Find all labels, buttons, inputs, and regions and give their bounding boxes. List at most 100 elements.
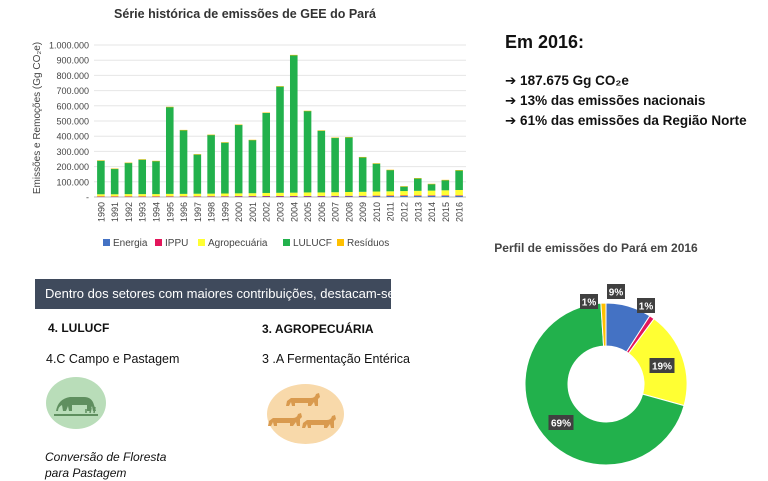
lulucf-caption-line-1: Conversão de Floresta <box>45 450 167 464</box>
bar-segment-ippu <box>386 195 395 197</box>
x-tick-label: 1992 <box>124 202 134 222</box>
donut-slice-ippu <box>625 315 655 355</box>
sector-agro-heading: 3. AGROPECUÁRIA <box>262 322 374 336</box>
bar-segment-resíduos <box>165 106 174 108</box>
bar-segment-ippu <box>317 195 326 197</box>
bar-segment-agropecuária <box>262 192 271 197</box>
bar-segment-ippu <box>455 195 463 196</box>
sectors-banner: Dentro dos setores com maiores contribui… <box>35 279 398 309</box>
bar-segment-ippu <box>345 195 353 197</box>
cattle-icon <box>267 384 344 444</box>
bar-segment-agropecuária <box>97 194 105 197</box>
highlight-national-share: ➔ 13% das emissões nacionais <box>505 93 706 108</box>
bar-segment-agropecuária <box>441 190 450 196</box>
sector-lulucf-subheading: 4.C Campo e Pastagem <box>46 352 180 366</box>
bar-segment-ippu <box>248 196 257 197</box>
y-tick-label: 900.000 <box>56 56 89 66</box>
bar-segment-resíduos <box>455 170 463 171</box>
bar-segment-agropecuária <box>138 194 147 197</box>
bar-segment-lulucf <box>372 163 381 192</box>
bar-segment-energia <box>248 196 257 197</box>
x-tick-label: 2009 <box>358 202 368 222</box>
donut-slice-agropecuária <box>627 318 688 407</box>
bar-segment-resíduos <box>207 134 215 136</box>
donut-label-energia: 9% <box>609 288 624 299</box>
y-tick-label: 400.000 <box>56 132 89 142</box>
bar-segment-energia <box>345 196 353 197</box>
bar-segment-lulucf <box>138 159 147 195</box>
y-tick-label: 300.000 <box>56 147 89 157</box>
bar-segment-resíduos <box>179 129 188 131</box>
x-tick-label: 2002 <box>262 202 272 222</box>
bar-segment-agropecuária <box>289 192 298 197</box>
donut-slice-energia <box>605 302 651 353</box>
bar-segment-lulucf <box>386 170 395 192</box>
highlights-panel: Em 2016: ➔ 187.675 Gg CO₂e ➔ 13% das emi… <box>505 32 747 131</box>
bar-segment-resíduos <box>427 183 436 185</box>
bar-segment-ippu <box>97 196 105 197</box>
bar-segment-agropecuária <box>152 194 160 197</box>
lulucf-caption: Conversão de Floresta para Pastagem <box>45 449 166 481</box>
bar-segment-agropecuária <box>248 193 257 197</box>
bar-segment-energia <box>262 196 271 197</box>
bar-segment-energia <box>234 196 243 197</box>
lulucf-caption-line-2: para Pastagem <box>45 466 127 480</box>
bar-segment-resíduos <box>386 169 395 171</box>
donut-label-ippu: 1% <box>639 302 654 313</box>
bar-segment-energia <box>441 195 450 197</box>
x-tick-label: 1999 <box>220 202 230 222</box>
highlights-title: Em 2016: <box>505 32 585 52</box>
bar-segment-ippu <box>427 195 436 196</box>
bar-segment-lulucf <box>317 130 326 193</box>
bar-segment-agropecuária <box>386 191 395 196</box>
x-tick-label: 2016 <box>455 202 465 222</box>
bar-segment-agropecuária <box>317 192 326 196</box>
bar-segment-energia <box>289 196 298 197</box>
bar-segment-lulucf <box>331 137 339 193</box>
chart-title: Série histórica de emissões de GEE do Pa… <box>114 7 376 21</box>
bar-segment-lulucf <box>413 178 422 191</box>
bar-segment-resíduos <box>152 160 160 162</box>
bar-segment-ippu <box>179 196 188 197</box>
legend-swatch-resíduos <box>337 239 344 246</box>
bar-segment-lulucf <box>303 110 312 193</box>
bar-segment-ippu <box>303 195 312 197</box>
bar-segment-lulucf <box>207 134 215 194</box>
bar-segment-lulucf <box>455 170 463 191</box>
bar-segment-lulucf <box>248 140 257 194</box>
bar-segment-lulucf <box>193 154 202 194</box>
bar-segment-energia <box>427 195 436 197</box>
bar-segment-lulucf <box>97 160 105 195</box>
x-tick-label: 1990 <box>96 202 106 222</box>
bar-segment-agropecuária <box>455 190 463 196</box>
bar-segment-agropecuária <box>372 191 381 196</box>
bar-segment-ippu <box>207 196 215 197</box>
bar-segment-resíduos <box>289 54 298 56</box>
bar-segment-resíduos <box>441 179 450 181</box>
donut-label-resíduos: 1% <box>582 298 597 309</box>
legend-swatch-energia <box>103 239 110 246</box>
bar-segment-ippu <box>400 195 408 196</box>
bar-segment-ippu <box>221 196 229 197</box>
x-tick-label: 2015 <box>441 202 451 222</box>
bar-segment-agropecuária <box>193 193 202 197</box>
bar-segment-lulucf <box>345 137 353 192</box>
legend-label: IPPU <box>165 238 188 249</box>
bar-segment-energia <box>303 196 312 197</box>
bar-segment-lulucf <box>358 157 367 192</box>
legend-label: Agropecuária <box>208 238 268 249</box>
donut-slice-resíduos <box>600 302 607 347</box>
bar-segment-lulucf <box>427 184 436 191</box>
bar-segment-agropecuária <box>207 193 215 197</box>
y-tick-label: 1.000.000 <box>49 41 89 51</box>
bar-segment-ippu <box>193 196 202 197</box>
x-tick-label: 2000 <box>234 202 244 222</box>
bar-segment-ippu <box>124 196 133 197</box>
y-tick-label: - <box>86 193 89 203</box>
y-tick-label: 700.000 <box>56 86 89 96</box>
x-tick-label: 1998 <box>207 202 217 222</box>
bar-segment-resíduos <box>345 137 353 138</box>
y-tick-label: 100.000 <box>56 177 89 187</box>
bar-segment-resíduos <box>303 110 312 112</box>
bar-segment-agropecuária <box>413 190 422 196</box>
